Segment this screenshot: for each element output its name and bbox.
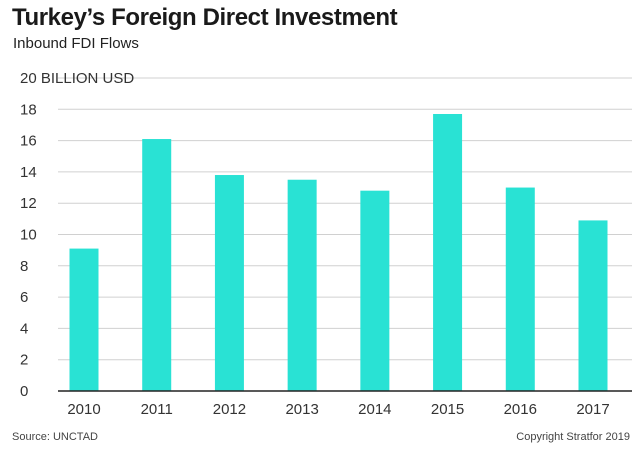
x-tick-label: 2011	[141, 401, 173, 418]
bar-2014	[360, 190, 390, 391]
x-tick-label: 2015	[431, 401, 464, 418]
source-note: Source: UNCTAD	[12, 431, 98, 443]
x-axis-ticks: 2010 2011 2012 2013 2014 2015 2016 2017	[67, 401, 609, 418]
bar-2010	[69, 248, 99, 391]
y-axis-ticks: 0 2 4 6 8 10 12 14 16 18 20 BILLION USD	[20, 70, 134, 400]
chart-title: Turkey’s Foreign Direct Investment	[12, 4, 398, 31]
y-tick-label: 14	[20, 164, 37, 181]
x-tick-label: 2014	[358, 401, 391, 418]
chart-subtitle: Inbound FDI Flows	[13, 35, 139, 52]
bar-2011	[142, 139, 172, 391]
y-tick-label: 0	[20, 383, 28, 400]
y-tick-label: 6	[20, 289, 28, 306]
x-tick-label: 2012	[213, 401, 246, 418]
x-tick-label: 2017	[576, 401, 609, 418]
bar-2012	[214, 175, 244, 391]
y-tick-label: 2	[20, 352, 28, 369]
copyright-note: Copyright Stratfor 2019	[516, 431, 630, 443]
y-tick-label: 8	[20, 258, 28, 275]
x-tick-label: 2016	[504, 401, 537, 418]
bar-2017	[578, 220, 608, 391]
x-tick-label: 2013	[285, 401, 318, 418]
y-tick-label: 10	[20, 227, 37, 244]
bar-2013	[287, 179, 317, 391]
bar-2016	[505, 187, 535, 391]
bar-2015	[433, 113, 463, 392]
y-tick-label: 4	[20, 320, 28, 337]
y-tick-label: 20 BILLION USD	[20, 70, 134, 87]
y-tick-label: 18	[20, 101, 37, 118]
bars	[69, 113, 608, 392]
y-tick-label: 12	[20, 195, 37, 212]
x-tick-label: 2010	[67, 401, 100, 418]
y-tick-label: 16	[20, 133, 37, 150]
